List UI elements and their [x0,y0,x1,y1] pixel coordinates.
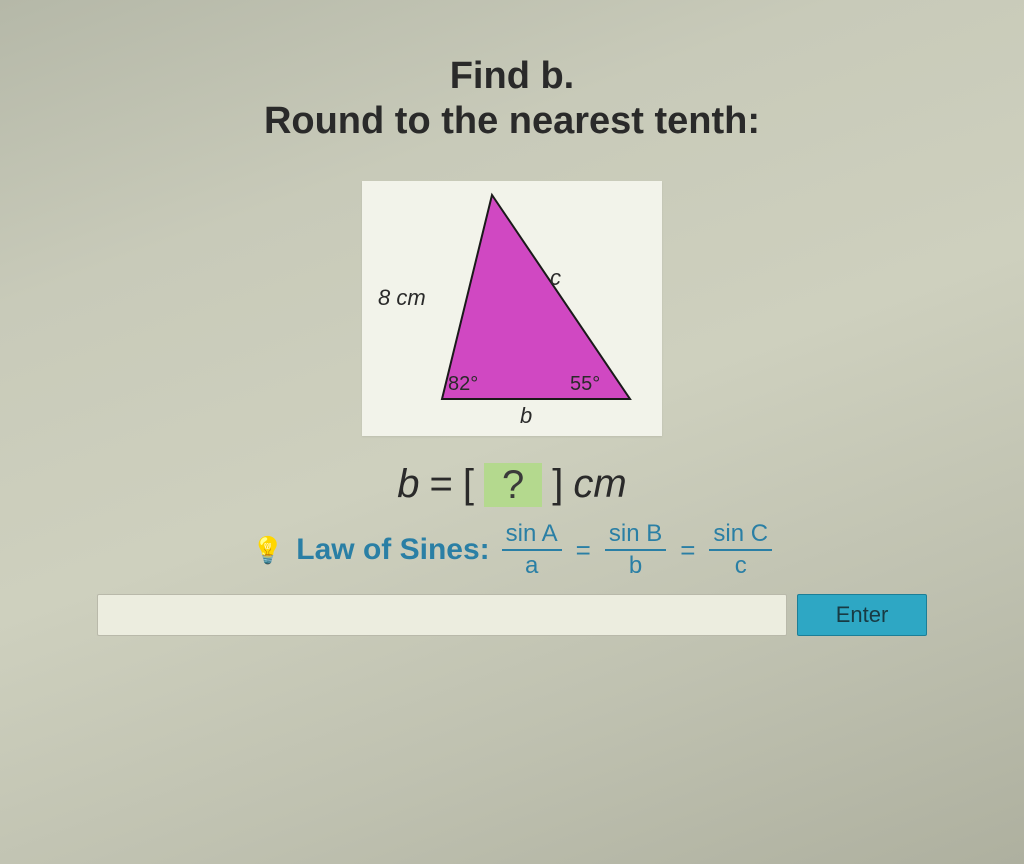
angle-right-label: 55° [570,373,600,396]
lightbulb-icon: 💡 [252,535,284,566]
side-b-label: b [520,403,532,429]
fraction-c: sin C c [709,521,772,580]
question-title: Find b. Round to the nearest tenth: [264,55,760,143]
frac-c-den: c [735,551,747,579]
answer-close-bracket: ] [552,462,563,507]
answer-input[interactable] [97,594,787,636]
answer-input-row: Enter [97,594,927,636]
fraction-b: sin B b [605,521,666,580]
frac-c-num: sin C [709,521,772,551]
answer-blank: ? [484,463,542,507]
hint-row: 💡 Law of Sines: sin A a = sin B b = sin … [252,521,772,580]
title-line-2: Round to the nearest tenth: [264,100,760,143]
answer-expression: b = [ ? ] cm [397,462,626,507]
hint-label: Law of Sines: [296,533,489,567]
title-line-1: Find b. [264,55,760,98]
answer-unit: cm [573,462,626,507]
triangle-diagram: 8 cm c b 82° 55° [362,181,662,436]
answer-lhs: b [397,462,419,507]
answer-open-bracket: [ [463,462,474,507]
frac-b-den: b [629,551,642,579]
fraction-a: sin A a [502,521,562,580]
answer-equals: = [430,462,453,507]
hint-eq-2: = [680,535,695,566]
frac-a-num: sin A [502,521,562,551]
angle-left-label: 82° [448,373,478,396]
hint-formula: sin A a = sin B b = sin C c [502,521,772,580]
hint-eq-1: = [576,535,591,566]
frac-b-num: sin B [605,521,666,551]
enter-button[interactable]: Enter [797,594,927,636]
frac-a-den: a [525,551,538,579]
side-a-label: 8 cm [378,285,426,311]
side-c-label: c [550,265,561,291]
triangle-shape [442,195,630,399]
